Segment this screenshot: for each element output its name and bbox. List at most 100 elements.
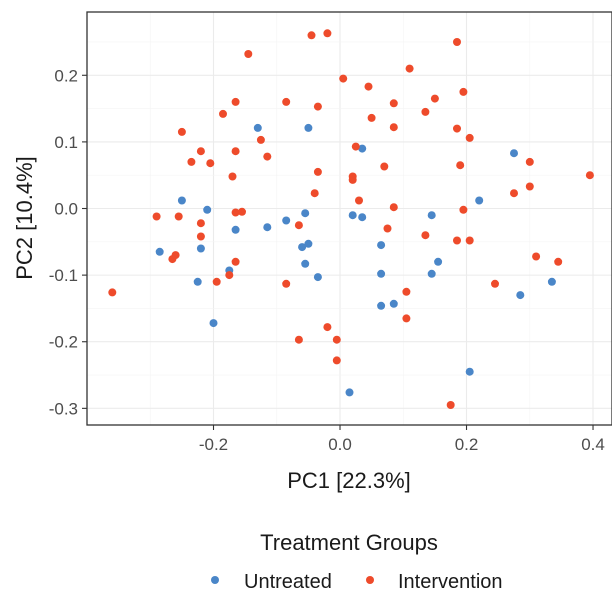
point-intervention [228,172,237,181]
point-untreated [282,216,291,225]
point-intervention [244,50,253,58]
point-intervention [453,124,461,133]
point-intervention [532,252,541,261]
point-intervention [456,161,465,170]
legend-label-intervention: Intervention [398,571,503,593]
point-intervention [310,189,319,198]
point-intervention [294,335,303,344]
point-intervention [206,159,215,168]
point-intervention [465,236,474,245]
point-untreated [263,223,272,232]
point-untreated [196,244,205,253]
legend-key-untreated [211,576,219,584]
point-untreated [547,277,556,286]
point-intervention [446,401,455,409]
point-intervention [585,171,594,180]
point-untreated [203,205,212,214]
y-tick-label: 0.1 [54,133,78,152]
point-untreated [510,149,518,158]
point-intervention [196,147,205,156]
y-axis-ticks: -0.3 -0.2 -0.1 0.0 0.1 0.2 [49,66,87,418]
point-intervention [525,182,534,191]
x-axis-title: PC1 [22.3%] [287,468,411,493]
point-intervention [187,157,196,166]
point-untreated [377,269,386,278]
point-intervention [294,221,303,230]
point-intervention [491,279,499,288]
point-intervention [421,107,430,116]
point-untreated [301,259,310,268]
point-untreated [516,291,525,300]
point-intervention [348,175,357,184]
point-intervention [313,167,322,176]
point-intervention [380,162,389,171]
point-intervention [453,38,461,46]
point-intervention [465,133,474,142]
gridlines [86,12,612,425]
point-intervention [339,74,348,83]
point-untreated [193,277,202,286]
point-intervention [231,97,240,106]
point-untreated [465,367,474,376]
point-intervention [459,87,468,96]
point-untreated [389,299,398,308]
point-untreated [155,247,164,256]
point-intervention [510,189,518,198]
point-untreated [304,123,313,132]
point-intervention [383,224,392,233]
point-untreated [358,213,367,222]
point-intervention [355,196,363,205]
point-intervention [225,271,234,280]
point-intervention [430,94,439,103]
point-intervention [152,212,161,221]
point-untreated [377,241,386,250]
plot-panel-background [87,12,612,425]
point-untreated [313,273,322,282]
point-untreated [209,319,218,328]
point-intervention [421,231,430,240]
legend-title: Treatment Groups [260,530,438,555]
point-intervention [405,64,414,73]
point-intervention [219,109,227,118]
data-points [108,29,594,409]
y-tick-label: -0.2 [49,333,78,352]
point-untreated [177,196,186,205]
point-intervention [174,212,183,221]
point-intervention [459,205,468,214]
point-untreated [301,209,310,218]
point-untreated [475,196,484,205]
point-intervention [389,203,398,212]
point-intervention [263,152,272,161]
y-tick-label: 0.0 [54,200,78,219]
point-untreated [434,257,443,266]
point-intervention [389,99,398,108]
point-intervention [323,29,332,38]
point-intervention [177,127,186,136]
point-intervention [367,113,376,122]
point-untreated [231,225,240,234]
point-intervention [323,323,332,332]
point-intervention [554,257,563,266]
point-untreated [427,269,436,278]
point-untreated [348,211,357,220]
point-intervention [231,208,240,217]
plot-panel-border [86,11,612,426]
point-untreated [358,144,367,153]
point-intervention [389,123,398,132]
legend: Untreated Intervention [211,571,503,593]
y-tick-label: -0.3 [49,399,78,418]
point-intervention [282,279,291,288]
point-untreated [253,123,262,132]
point-untreated [298,243,307,252]
legend-key-intervention [366,576,374,584]
x-tick-label: 0.4 [581,435,605,454]
y-tick-label: 0.2 [54,66,78,85]
point-intervention [168,255,177,264]
point-untreated [345,388,354,397]
point-intervention [196,232,205,241]
point-intervention [313,102,322,111]
point-intervention [231,147,240,156]
point-intervention [282,97,291,106]
point-intervention [307,31,316,40]
point-intervention [402,314,411,323]
